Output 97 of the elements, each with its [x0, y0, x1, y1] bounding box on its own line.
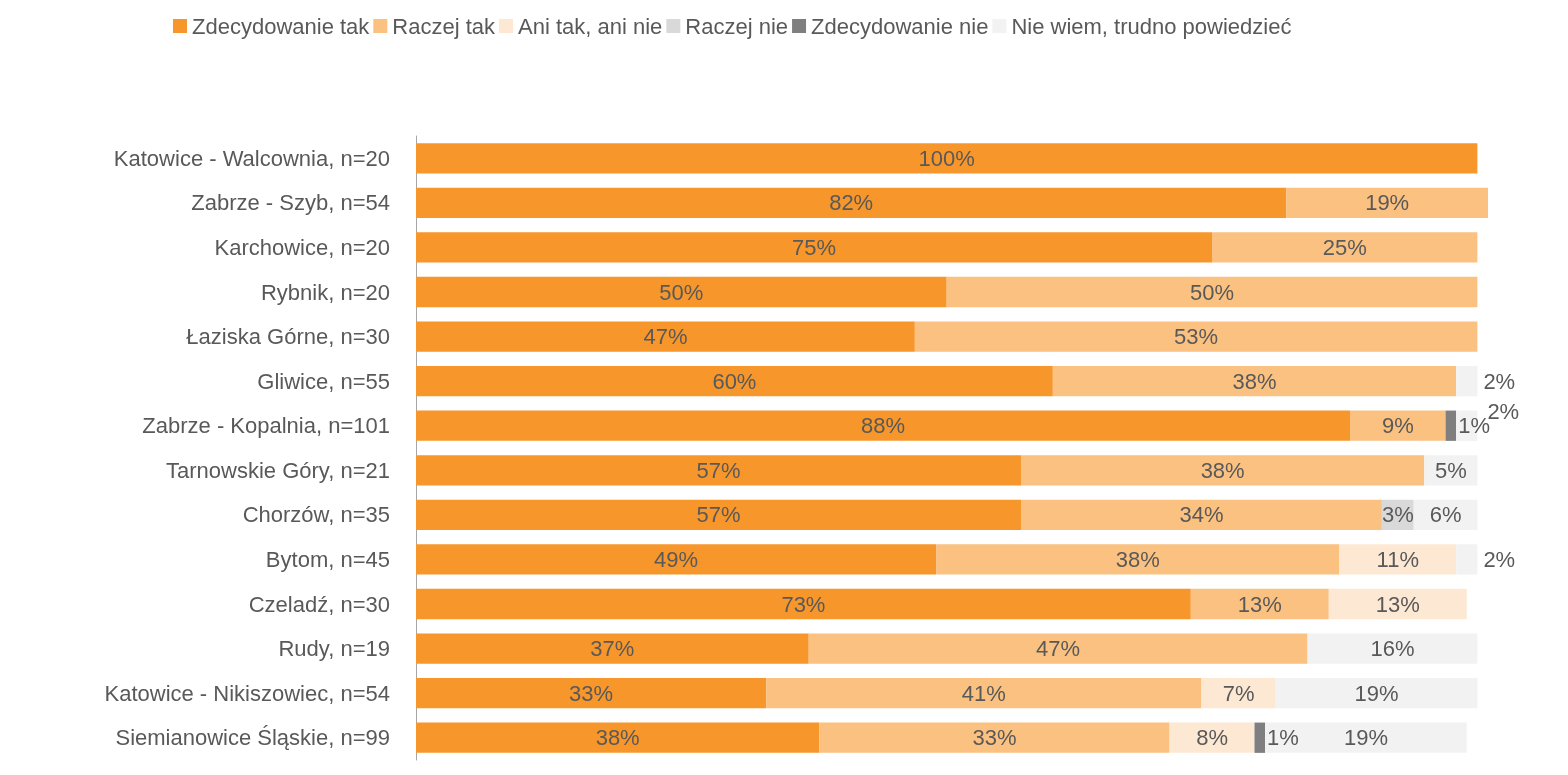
data-label: 50%	[1190, 279, 1235, 305]
y-tick-label: Gliwice, n=55	[257, 368, 390, 394]
data-label: 47%	[643, 324, 688, 350]
data-label: 7%	[1222, 680, 1255, 706]
data-label: 13%	[1237, 591, 1282, 617]
data-label: 34%	[1179, 502, 1224, 528]
bar	[808, 633, 1308, 664]
y-tick-label: Rudy, n=19	[278, 636, 390, 662]
bar	[416, 276, 947, 308]
data-label: 2%	[1483, 368, 1516, 394]
data-label: 60%	[712, 368, 757, 394]
legend-label: Raczej tak	[392, 13, 497, 39]
data-label: 38%	[1115, 546, 1160, 572]
bar	[1307, 633, 1478, 664]
y-tick-label: Tarnowskie Góry, n=21	[166, 457, 390, 483]
bar	[416, 143, 1478, 174]
data-label: 38%	[1200, 457, 1245, 483]
y-tick-label: Zabrze - Szyb, n=54	[191, 190, 390, 216]
bar	[1052, 365, 1457, 397]
legend-label: Raczej nie	[685, 13, 789, 39]
data-label: 25%	[1322, 234, 1367, 260]
data-label: 33%	[972, 725, 1017, 751]
data-label: 47%	[1036, 636, 1081, 662]
bar	[416, 321, 915, 352]
bar	[819, 722, 1170, 753]
y-tick-label: Katowice - Walcownia, n=20	[113, 145, 390, 171]
data-label: 49%	[654, 546, 699, 572]
bar	[416, 187, 1287, 219]
data-label: 75%	[792, 234, 837, 260]
data-label: 8%	[1196, 725, 1228, 751]
legend-label: Nie wiem, trudno powiedzieć	[1011, 13, 1292, 39]
data-label: 53%	[1174, 324, 1219, 350]
data-label: 57%	[696, 457, 741, 483]
y-tick-label: Rybnik, n=20	[260, 279, 390, 305]
data-label: 9%	[1381, 413, 1414, 439]
bar	[416, 633, 809, 664]
bar	[1339, 544, 1457, 575]
data-label: 19%	[1343, 725, 1388, 751]
bar	[1254, 722, 1266, 753]
legend-label: Zdecydowanie nie	[811, 13, 989, 39]
data-label: 11%	[1376, 546, 1419, 572]
data-label: 19%	[1365, 190, 1410, 216]
data-label: 82%	[829, 190, 874, 216]
bar	[416, 410, 1351, 441]
bar	[416, 499, 1021, 531]
data-label: 37%	[590, 636, 635, 662]
data-label: 50%	[659, 279, 704, 305]
bar	[1020, 499, 1382, 531]
bar	[1201, 677, 1276, 709]
bar	[1350, 410, 1446, 441]
data-label: 38%	[1232, 368, 1277, 394]
bar	[1328, 588, 1467, 620]
y-tick-label: Czeladź, n=30	[248, 591, 390, 617]
bar	[1212, 232, 1478, 263]
y-tick-label: Karchowice, n=20	[214, 234, 390, 260]
data-label: 41%	[961, 680, 1006, 706]
data-label: 73%	[781, 591, 826, 617]
data-label: 5%	[1434, 457, 1467, 483]
data-label: 33%	[569, 680, 614, 706]
data-label: 19%	[1354, 680, 1399, 706]
bar	[1456, 544, 1478, 575]
data-label: 13%	[1375, 591, 1420, 617]
y-tick-label: Zabrze - Kopalnia, n=101	[142, 413, 390, 439]
bar	[914, 321, 1478, 352]
bar	[416, 722, 820, 753]
data-label: 100%	[918, 145, 975, 171]
bar	[1190, 588, 1329, 620]
bar	[936, 544, 1340, 575]
bar	[1275, 677, 1478, 709]
bar	[1445, 410, 1457, 441]
bar	[416, 365, 1053, 397]
bar	[1265, 722, 1467, 753]
data-label: 16%	[1370, 636, 1415, 662]
bar	[416, 232, 1213, 263]
bar	[416, 677, 767, 709]
bar	[1286, 187, 1488, 219]
data-label: 6%	[1429, 502, 1462, 528]
bar	[766, 677, 1202, 709]
bar	[1020, 455, 1425, 486]
bar	[1456, 365, 1478, 397]
legend-label: Zdecydowanie tak	[192, 13, 371, 39]
bar	[416, 544, 937, 575]
y-tick-label: Katowice - Nikiszowiec, n=54	[104, 680, 390, 706]
bar	[946, 276, 1478, 308]
data-label: 88%	[860, 413, 906, 439]
bar	[416, 455, 1021, 486]
bar	[416, 588, 1191, 620]
data-label: 38%	[595, 725, 640, 751]
y-tick-label: Chorzów, n=35	[242, 502, 390, 528]
y-tick-label: Siemianowice Śląskie, n=99	[115, 725, 390, 751]
data-label: 1%	[1267, 725, 1299, 751]
data-label: 3%	[1381, 502, 1414, 528]
y-tick-label: Bytom, n=45	[265, 546, 390, 572]
data-label: 2%	[1483, 546, 1516, 572]
y-tick-label: Łaziska Górne, n=30	[186, 324, 390, 350]
data-label: 57%	[696, 502, 741, 528]
legend-label: Ani tak, ani nie	[518, 13, 663, 39]
